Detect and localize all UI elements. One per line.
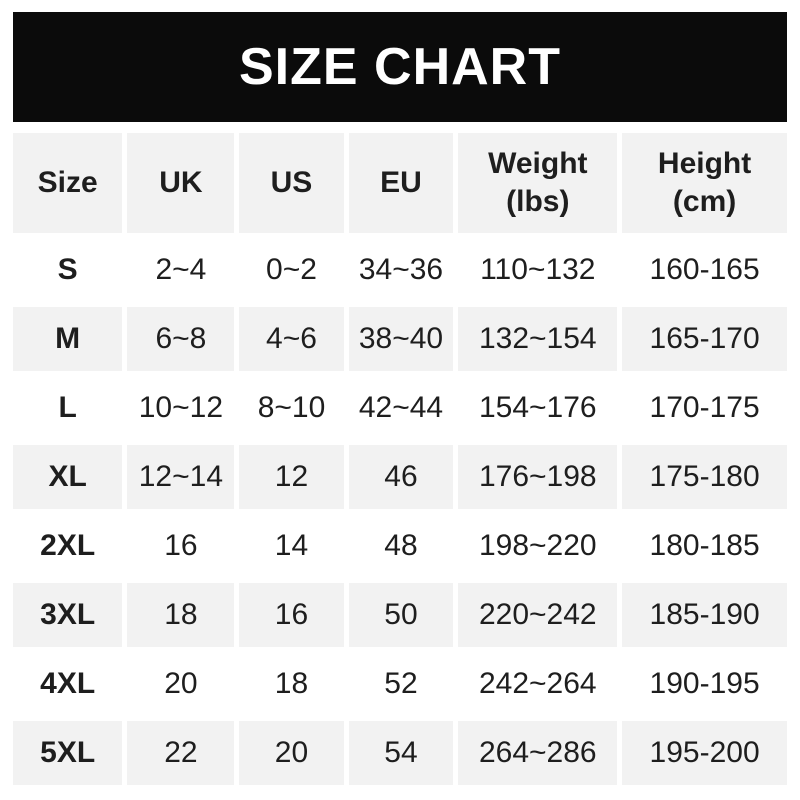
column-header-label: Height — [657, 147, 752, 180]
uk-cell: 18 — [127, 583, 235, 647]
size-row-4xl: 4XL 20 18 52 242~264 190-195 — [13, 652, 787, 716]
us-cell: 8~10 — [239, 376, 344, 440]
column-header-label: US — [270, 166, 313, 199]
column-header-label: UK — [159, 166, 203, 199]
size-cell: L — [13, 376, 123, 440]
us-cell: 20 — [239, 721, 344, 785]
uk-cell: 16 — [127, 514, 235, 578]
uk-cell: 6~8 — [127, 307, 235, 371]
weight-cell: 154~176 — [458, 376, 618, 440]
eu-cell: 48 — [348, 514, 454, 578]
eu-cell: 50 — [348, 583, 454, 647]
height-cell: 175-180 — [622, 445, 787, 509]
us-cell: 0~2 — [239, 238, 344, 302]
eu-cell: 38~40 — [348, 307, 454, 371]
column-header-label: Weight — [488, 147, 588, 180]
eu-cell: 42~44 — [348, 376, 454, 440]
size-cell: S — [13, 238, 123, 302]
weight-cell: 264~286 — [458, 721, 618, 785]
weight-cell: 176~198 — [458, 445, 618, 509]
height-cell: 170-175 — [622, 376, 787, 440]
column-header-sublabel: (cm) — [672, 185, 737, 218]
column-header-us: US — [239, 133, 344, 233]
header-row: Size UK US EU Weight (lbs) Height (cm) — [13, 133, 787, 233]
size-row-3xl: 3XL 18 16 50 220~242 185-190 — [13, 583, 787, 647]
uk-cell: 20 — [127, 652, 235, 716]
height-cell: 160-165 — [622, 238, 787, 302]
table-body: S 2~4 0~2 34~36 110~132 160-165 M 6~8 4~6 38~40 13… — [13, 238, 787, 785]
eu-cell: 54 — [348, 721, 454, 785]
size-row-m: M 6~8 4~6 38~40 132~154 165-170 — [13, 307, 787, 371]
size-chart-banner: SIZE CHART — [13, 12, 787, 122]
column-header-height: Height (cm) — [622, 133, 787, 233]
size-row-s: S 2~4 0~2 34~36 110~132 160-165 — [13, 238, 787, 302]
us-cell: 18 — [239, 652, 344, 716]
us-cell: 4~6 — [239, 307, 344, 371]
us-cell: 12 — [239, 445, 344, 509]
column-header-weight: Weight (lbs) — [458, 133, 618, 233]
weight-cell: 242~264 — [458, 652, 618, 716]
uk-cell: 10~12 — [127, 376, 235, 440]
size-cell: M — [13, 307, 123, 371]
weight-cell: 110~132 — [458, 238, 618, 302]
size-chart-table: Size UK US EU Weight (lbs) Height (cm) S 2~4 0~2 3… — [8, 128, 792, 790]
column-header-label: EU — [380, 166, 422, 199]
weight-cell: 132~154 — [458, 307, 618, 371]
eu-cell: 46 — [348, 445, 454, 509]
height-cell: 190-195 — [622, 652, 787, 716]
column-header-size: Size — [13, 133, 123, 233]
size-cell: 2XL — [13, 514, 123, 578]
size-cell: 4XL — [13, 652, 123, 716]
us-cell: 14 — [239, 514, 344, 578]
us-cell: 16 — [239, 583, 344, 647]
weight-cell: 198~220 — [458, 514, 618, 578]
page-title: SIZE CHART — [239, 38, 561, 96]
table-header: Size UK US EU Weight (lbs) Height (cm) — [13, 133, 787, 233]
size-row-5xl: 5XL 22 20 54 264~286 195-200 — [13, 721, 787, 785]
size-row-xl: XL 12~14 12 46 176~198 175-180 — [13, 445, 787, 509]
uk-cell: 2~4 — [127, 238, 235, 302]
size-cell: XL — [13, 445, 123, 509]
size-row-l: L 10~12 8~10 42~44 154~176 170-175 — [13, 376, 787, 440]
size-row-2xl: 2XL 16 14 48 198~220 180-185 — [13, 514, 787, 578]
uk-cell: 12~14 — [127, 445, 235, 509]
size-cell: 5XL — [13, 721, 123, 785]
uk-cell: 22 — [127, 721, 235, 785]
column-header-uk: UK — [127, 133, 235, 233]
height-cell: 185-190 — [622, 583, 787, 647]
eu-cell: 52 — [348, 652, 454, 716]
size-cell: 3XL — [13, 583, 123, 647]
height-cell: 180-185 — [622, 514, 787, 578]
weight-cell: 220~242 — [458, 583, 618, 647]
column-header-eu: EU — [348, 133, 454, 233]
eu-cell: 34~36 — [348, 238, 454, 302]
height-cell: 195-200 — [622, 721, 787, 785]
column-header-label: Size — [37, 166, 98, 199]
height-cell: 165-170 — [622, 307, 787, 371]
column-header-sublabel: (lbs) — [506, 185, 570, 218]
